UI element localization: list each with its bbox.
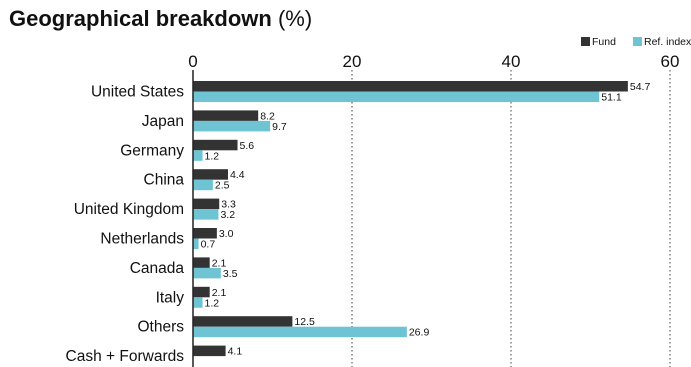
value-label: 1.2 [205, 150, 220, 162]
value-label: 26.9 [409, 327, 430, 339]
chart-title-unit: (%) [277, 6, 313, 31]
value-label: 3.5 [223, 268, 238, 280]
value-label: 5.6 [240, 140, 255, 152]
bar-fund [193, 345, 226, 357]
value-label: 3.0 [219, 228, 234, 240]
x-tick-label: 40 [502, 52, 521, 71]
chart-title-main: Geographical breakdown [9, 6, 272, 31]
x-tick-label: 0 [188, 52, 197, 71]
legend-swatch [633, 37, 642, 46]
value-label: 2.5 [215, 180, 230, 192]
legend-swatch [581, 37, 590, 46]
bar-fund [193, 139, 238, 151]
category-label: Netherlands [100, 231, 184, 248]
category-label: Japan [142, 113, 184, 130]
bar-fund [193, 169, 228, 180]
bar-fund [193, 110, 259, 121]
category-label: Germany [120, 142, 184, 159]
category-label: Italy [156, 289, 185, 306]
bar-ref-index [193, 120, 271, 132]
value-label: 4.4 [230, 169, 245, 181]
bar-ref-index [193, 179, 213, 191]
chart-title: Geographical breakdown (%) [9, 4, 312, 34]
bar-fund [193, 228, 217, 239]
bar-fund [193, 198, 220, 210]
legend-label: Ref. index [644, 36, 691, 48]
bar-fund [193, 286, 210, 298]
value-label: 0.7 [201, 239, 216, 251]
value-label: 2.1 [212, 257, 227, 269]
value-label: 1.2 [205, 297, 220, 309]
category-label: United States [91, 84, 184, 101]
bar-ref-index [193, 91, 600, 102]
category-label: Canada [130, 260, 185, 277]
bar-fund [193, 81, 628, 92]
bar-ref-index [193, 150, 203, 161]
value-label: 3.3 [221, 199, 236, 211]
value-label: 51.1 [601, 92, 622, 104]
bar-ref-index [193, 326, 407, 338]
category-label: China [144, 172, 185, 189]
value-label: 9.7 [272, 121, 287, 133]
category-label: Cash + Forwards [66, 348, 185, 365]
bar-ref-index [193, 297, 203, 308]
bar-fund [193, 316, 293, 327]
bar-ref-index [193, 267, 221, 279]
value-label: 4.1 [228, 346, 243, 358]
bar-ref-index [193, 209, 219, 220]
category-label: Others [137, 319, 184, 336]
bar-ref-index [193, 238, 199, 249]
value-label: 54.7 [630, 81, 651, 93]
value-label: 12.5 [294, 316, 315, 328]
legend-label: Fund [592, 36, 616, 48]
value-label: 8.2 [260, 110, 275, 122]
bar-fund [193, 257, 210, 268]
x-tick-label: 60 [661, 52, 680, 71]
value-label: 2.1 [212, 287, 227, 299]
x-tick-label: 20 [343, 52, 362, 71]
value-label: 3.2 [220, 209, 235, 221]
category-label: United Kingdom [74, 201, 184, 218]
